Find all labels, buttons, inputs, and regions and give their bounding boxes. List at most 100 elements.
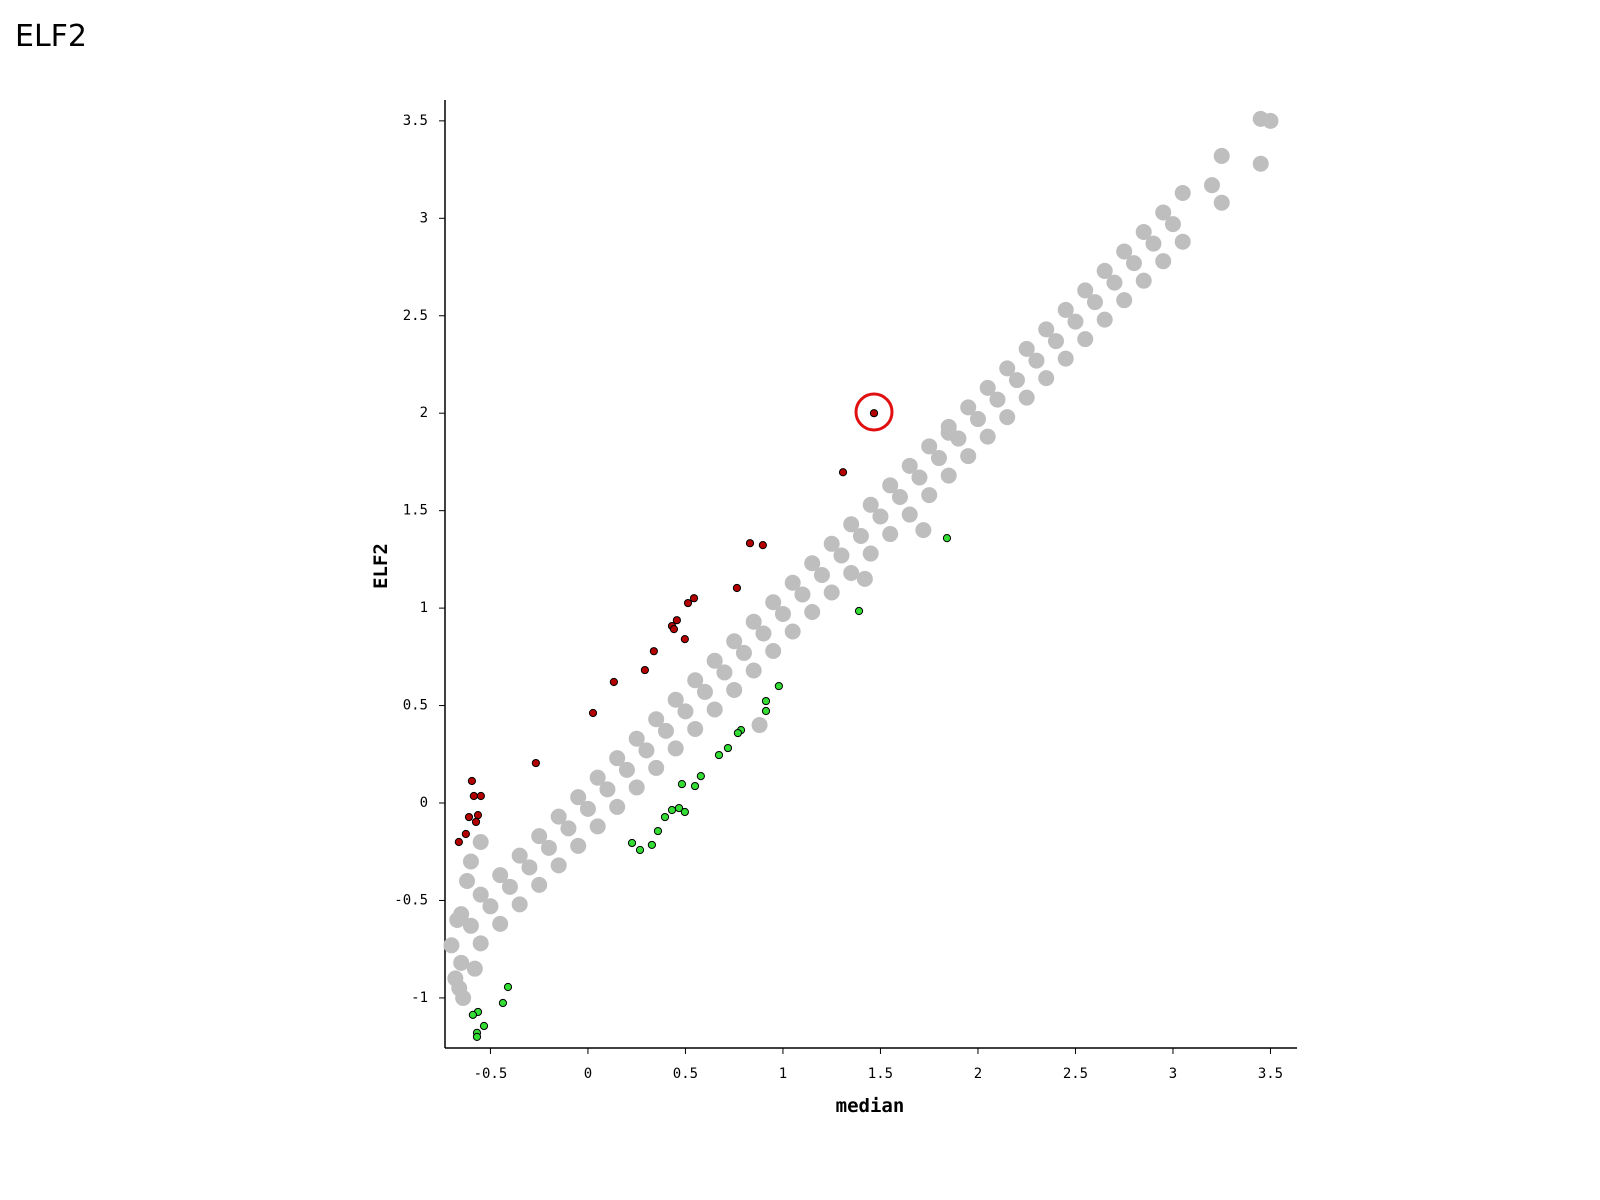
background-point [1213, 147, 1230, 164]
background-point [1135, 223, 1152, 240]
background-point [1145, 235, 1162, 252]
background-point [891, 489, 908, 506]
background-point [882, 477, 899, 494]
background-point [989, 391, 1006, 408]
background-point [1057, 301, 1074, 318]
y-tick-label: 3.5 [403, 113, 428, 129]
highlighted-point [669, 625, 679, 634]
background-point [1213, 194, 1230, 211]
background-point [599, 781, 616, 798]
background-point [1028, 352, 1045, 369]
background-point [940, 424, 957, 441]
highlighted-point [588, 708, 598, 718]
y-tick-label: -0.5 [394, 892, 428, 908]
background-point [531, 828, 548, 845]
background-point [745, 613, 762, 630]
background-point [1077, 282, 1094, 299]
highlighted-point [680, 634, 689, 644]
background-point [1096, 311, 1113, 328]
background-point [482, 898, 499, 915]
background-point [960, 448, 977, 465]
background-point [901, 506, 918, 523]
background-point [472, 935, 489, 952]
highlighted-point [461, 829, 470, 839]
background-point [1077, 331, 1094, 348]
x-tick-label: 2.5 [1063, 1066, 1088, 1082]
background-point [940, 467, 957, 484]
background-point [459, 872, 476, 889]
background-point [618, 761, 635, 778]
background-point [1252, 110, 1269, 127]
background-point [1018, 389, 1035, 406]
background-point [862, 545, 879, 562]
background-point [726, 633, 743, 650]
background-point [901, 457, 918, 474]
background-point [462, 853, 479, 870]
highlighted-point [683, 598, 693, 608]
background-point [765, 642, 782, 659]
background-point [453, 954, 470, 971]
background-point [774, 605, 791, 622]
background-point [716, 664, 733, 681]
background-point [1106, 274, 1123, 291]
background-point [1008, 372, 1025, 389]
background-point [1018, 340, 1035, 357]
background-point [1252, 155, 1269, 172]
highlighted-point [696, 772, 705, 781]
y-tick-label: 1 [420, 600, 428, 616]
highlighted-point [854, 606, 864, 616]
highlighted-point [468, 1010, 477, 1019]
background-point [823, 535, 840, 552]
background-point [921, 487, 938, 504]
highlighted-point [774, 681, 783, 691]
highlighted-point [838, 468, 848, 477]
background-point [550, 808, 567, 825]
background-point [531, 876, 548, 893]
background-point [843, 565, 860, 582]
background-point [979, 428, 996, 445]
highlighted-point [649, 647, 658, 656]
highlighted-point [469, 791, 478, 801]
background-point [462, 917, 479, 934]
highlighted-point [473, 810, 483, 820]
background-point [1096, 262, 1113, 279]
highlighted-point [677, 780, 687, 789]
background-point [1038, 321, 1055, 338]
highlighted-point [733, 728, 743, 738]
x-tick-label: 0.5 [673, 1066, 698, 1082]
highlighted-point [869, 409, 879, 418]
x-tick-label: 1.5 [868, 1066, 893, 1082]
highlighted-point [689, 594, 699, 603]
highlighted-point [464, 812, 474, 822]
y-tick-label: 3 [420, 210, 428, 226]
y-tick-label: 0.5 [403, 698, 428, 714]
background-point [1116, 292, 1133, 309]
background-point [570, 789, 587, 806]
highlighted-point [635, 845, 645, 855]
background-point [794, 586, 811, 603]
background-point [999, 360, 1016, 377]
background-point [687, 672, 704, 689]
background-point [784, 574, 801, 591]
background-point [706, 701, 723, 718]
highlighted-point [471, 817, 481, 827]
background-point [628, 730, 645, 747]
background-point [1155, 204, 1172, 221]
background-point [609, 750, 626, 767]
background-point [804, 555, 821, 572]
highlight-ring [854, 392, 894, 432]
highlighted-point [467, 776, 477, 786]
background-point [726, 681, 743, 698]
background-point [960, 399, 977, 416]
background-point [521, 859, 538, 876]
highlighted-point [454, 837, 463, 847]
y-tick-label: 2.5 [403, 308, 428, 324]
y-tick-label: -1 [411, 990, 428, 1006]
background-point [921, 438, 938, 455]
background-point [696, 683, 713, 700]
background-point [443, 937, 460, 954]
background-point [1047, 333, 1064, 350]
highlighted-point [723, 743, 733, 753]
background-point [1155, 253, 1172, 270]
highlighted-point [674, 803, 684, 813]
